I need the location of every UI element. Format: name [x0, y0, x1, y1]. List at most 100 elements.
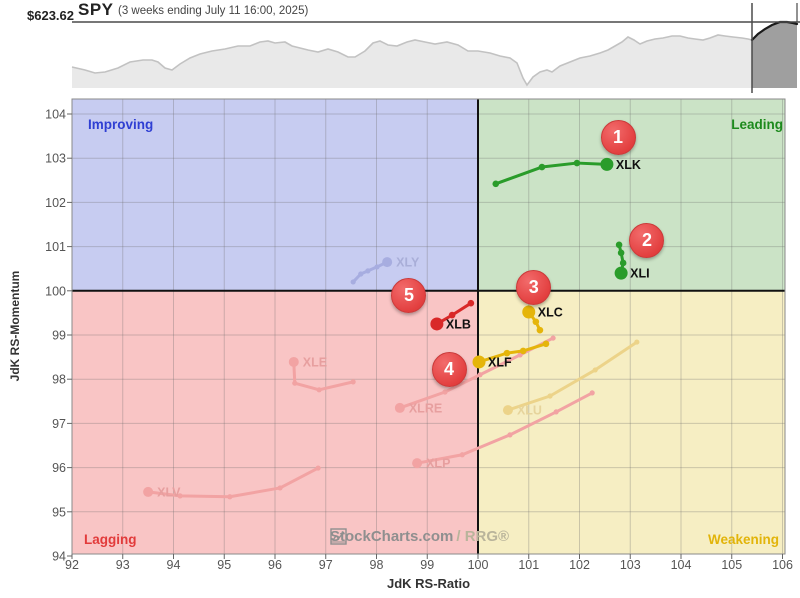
- x-tick-label-96: 96: [268, 558, 282, 572]
- trail-point-xly-2: [365, 268, 371, 274]
- x-tick-label-106: 106: [772, 558, 793, 572]
- trail-label-xlu[interactable]: XLU: [517, 404, 542, 418]
- trail-head-xlre[interactable]: [394, 402, 405, 413]
- y-tick-label-98: 98: [52, 373, 66, 387]
- spy-price-sparkline: [71, 3, 800, 93]
- stockcharts-logo-icon: [330, 528, 347, 545]
- trail-label-xli[interactable]: XLI: [630, 267, 649, 281]
- trail-point-xle-1: [316, 387, 322, 393]
- trail-label-xly[interactable]: XLY: [396, 256, 420, 270]
- y-tick-label-102: 102: [45, 196, 66, 210]
- trail-group-xlc: XLC: [522, 305, 563, 334]
- trail-point-xlc-0: [536, 326, 544, 334]
- trail-head-xly[interactable]: [382, 257, 393, 268]
- trail-point-xlb-1: [448, 311, 456, 319]
- trail-point-xlk-0: [492, 180, 500, 188]
- y-tick-label-94: 94: [52, 550, 66, 564]
- annotation-badge-3: 3: [516, 269, 552, 305]
- price-line: [71, 21, 798, 87]
- trail-point-xlp-3: [459, 452, 465, 458]
- trail-point-xlu-1: [592, 367, 598, 373]
- trail-label-xlc[interactable]: XLC: [538, 306, 563, 320]
- trail-line-xlk: [494, 161, 609, 186]
- trail-label-xlb[interactable]: XLB: [446, 317, 471, 331]
- x-tick-label-94: 94: [167, 558, 181, 572]
- trail-group-xlu: XLU: [502, 339, 640, 418]
- quadrant-label-lagging: Lagging: [84, 532, 137, 547]
- trail-head-xlu[interactable]: [502, 405, 513, 416]
- quadrant-label-improving: Improving: [88, 117, 153, 132]
- y-tick-label-100: 100: [45, 284, 66, 298]
- plot-border: [71, 98, 786, 555]
- x-tick-label-103: 103: [620, 558, 641, 572]
- watermark-suffix: / RRG®: [456, 528, 510, 545]
- trail-point-xlk-1: [538, 163, 546, 171]
- x-axis-title: JdK RS-Ratio: [386, 576, 471, 591]
- trail-head-xli[interactable]: [614, 266, 628, 280]
- trail-group-xli: XLI: [614, 241, 650, 281]
- trail-head-xlf[interactable]: [472, 355, 486, 369]
- y-tick-label-101: 101: [45, 240, 66, 254]
- trail-head-xlc[interactable]: [522, 305, 536, 319]
- y-tick-label-104: 104: [45, 108, 66, 122]
- trail-group-xlb: XLB: [430, 299, 475, 331]
- trail-point-xly-0: [350, 279, 356, 285]
- trail-line-xlu: [506, 340, 639, 412]
- trail-head-xle[interactable]: [288, 356, 299, 367]
- trail-head-xlb[interactable]: [430, 317, 444, 331]
- trail-label-xlv[interactable]: XLV: [157, 485, 181, 499]
- trail-point-xlre-0: [550, 335, 556, 341]
- trail-label-xlre[interactable]: XLRE: [409, 401, 442, 415]
- watermark-text: StockCharts.com: [330, 528, 454, 545]
- trail-point-xlp-2: [507, 432, 513, 438]
- price-area: [72, 22, 797, 88]
- trail-point-xli-1: [617, 249, 625, 257]
- y-tick-label-99: 99: [52, 329, 66, 343]
- trail-head-xlk[interactable]: [600, 157, 614, 171]
- trail-point-xlv-0: [315, 465, 321, 471]
- trail-label-xlp[interactable]: XLP: [426, 457, 450, 471]
- period-subtitle: (3 weeks ending July 11 16:00, 2025): [118, 5, 309, 17]
- trail-group-xlf: XLF: [472, 340, 550, 369]
- x-tick-label-99: 99: [420, 558, 434, 572]
- trail-line-xlf: [477, 342, 548, 364]
- trail-point-xlb-0: [467, 299, 475, 307]
- trail-point-xlk-2: [573, 159, 581, 167]
- x-tick-label-105: 105: [721, 558, 742, 572]
- annotation-badge-5: 5: [391, 278, 427, 314]
- trail-group-xle: XLE: [288, 355, 356, 393]
- trail-point-xlu-2: [547, 393, 553, 399]
- quadrant-label-weakening: Weakening: [708, 532, 779, 547]
- y-axis-title-wrap: JdK RS-Momentum: [0, 95, 30, 557]
- trail-head-xlv[interactable]: [143, 486, 154, 497]
- x-tick-label-100: 100: [468, 558, 489, 572]
- trail-point-xlp-1: [553, 409, 559, 415]
- price-area-highlight: [752, 22, 797, 88]
- x-tick-label-102: 102: [569, 558, 590, 572]
- x-tick-label-95: 95: [217, 558, 231, 572]
- x-tick-label-93: 93: [116, 558, 130, 572]
- trail-head-xlp[interactable]: [412, 458, 423, 469]
- trail-point-xlf-1: [519, 347, 527, 355]
- trail-point-xlf-0: [542, 340, 550, 348]
- trail-group-xlk: XLK: [492, 157, 641, 188]
- annotation-badge-2: 2: [629, 222, 665, 258]
- price-line-highlight: [750, 20, 799, 42]
- trail-group-xlp: XLP: [412, 390, 595, 471]
- rrg-chart[interactable]: 92 93 94 95 96 97 98 99 100 101 102 103 104 105 106 94 9…: [0, 95, 800, 598]
- x-tick-label-97: 97: [319, 558, 333, 572]
- spy-price-label: $623.62: [27, 8, 74, 23]
- annotation-badge-1: 1: [600, 119, 636, 155]
- trail-point-xle-0: [350, 379, 356, 385]
- trail-point-xlv-3: [177, 493, 183, 499]
- trail-point-xlre-3: [442, 389, 448, 395]
- trail-point-xly-3: [374, 264, 380, 270]
- y-axis-title: JdK RS-Momentum: [8, 270, 22, 382]
- trail-label-xlk[interactable]: XLK: [616, 158, 641, 172]
- trail-point-xlre-2: [477, 372, 483, 378]
- watermark: StockCharts.com / RRG®: [330, 528, 509, 545]
- quadrant-label-leading: Leading: [731, 117, 783, 132]
- trail-label-xlf[interactable]: XLF: [488, 355, 512, 369]
- trail-label-xle[interactable]: XLE: [303, 355, 327, 369]
